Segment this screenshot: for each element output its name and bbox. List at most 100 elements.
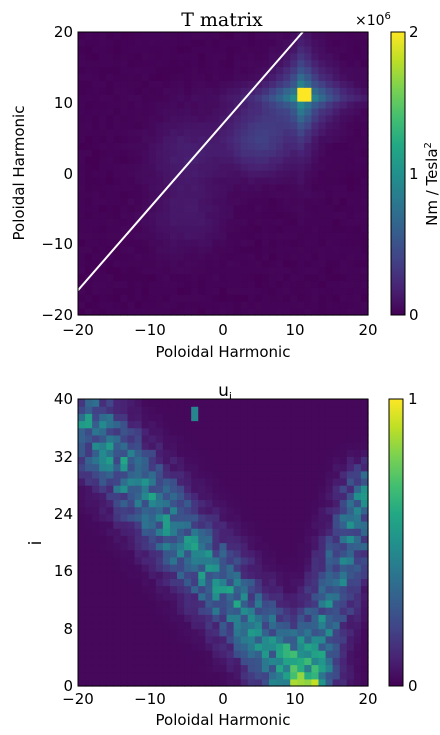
u-i-cell bbox=[169, 571, 178, 579]
t-matrix-cell bbox=[78, 156, 86, 164]
u-i-cell bbox=[148, 499, 157, 508]
t-matrix-cell bbox=[198, 273, 206, 282]
u-i-cell bbox=[226, 671, 235, 680]
t-matrix-cell bbox=[247, 301, 256, 309]
u-i-cell bbox=[311, 571, 320, 579]
u-i-cell bbox=[127, 650, 136, 658]
u-i-cell bbox=[113, 399, 122, 407]
t-matrix-cell bbox=[99, 225, 107, 233]
u-i-ytick-5: 40 bbox=[54, 390, 73, 408]
t-matrix-cell bbox=[311, 142, 320, 150]
t-matrix-cell bbox=[290, 52, 298, 61]
t-matrix-cell bbox=[353, 266, 362, 275]
t-matrix-cell bbox=[106, 204, 114, 213]
t-matrix-heatmap bbox=[78, 32, 369, 316]
t-matrix-cell bbox=[92, 218, 100, 226]
t-matrix-cell bbox=[311, 170, 320, 178]
u-i-cell bbox=[290, 463, 298, 472]
u-i-cell bbox=[205, 571, 213, 579]
t-matrix-cell bbox=[332, 287, 341, 295]
t-matrix-cell bbox=[219, 163, 228, 171]
t-matrix-cell bbox=[353, 45, 362, 54]
u-i-cell bbox=[99, 650, 107, 658]
u-i-cell bbox=[353, 678, 362, 687]
u-i-cell bbox=[276, 506, 284, 515]
u-i-cell bbox=[360, 506, 369, 515]
t-matrix-cell bbox=[219, 114, 228, 123]
u-i-cell bbox=[318, 599, 327, 608]
t-matrix-cell bbox=[106, 38, 114, 47]
u-i-cell bbox=[120, 614, 129, 623]
u-i-cell bbox=[268, 650, 277, 658]
t-matrix-cell bbox=[226, 239, 235, 247]
u-i-cell bbox=[254, 427, 263, 436]
t-matrix-cell bbox=[148, 183, 157, 192]
t-matrix-cell bbox=[106, 183, 114, 192]
t-matrix-cell bbox=[134, 239, 143, 247]
u-i-cell bbox=[191, 599, 199, 608]
t-matrix-cell bbox=[353, 211, 362, 219]
u-i-cell bbox=[353, 406, 362, 414]
t-matrix-cell bbox=[226, 259, 235, 268]
t-matrix-cell bbox=[290, 59, 298, 68]
t-matrix-cell bbox=[134, 245, 143, 254]
u-i-cell bbox=[162, 506, 171, 515]
t-matrix-cell bbox=[346, 211, 355, 219]
u-i-cell bbox=[141, 520, 150, 529]
t-matrix-cell bbox=[106, 218, 114, 226]
u-i-cell bbox=[99, 635, 107, 644]
u-i-cell bbox=[226, 657, 235, 666]
t-matrix-cell bbox=[106, 121, 114, 130]
t-matrix-cell bbox=[198, 190, 206, 199]
u-i-cell bbox=[304, 578, 313, 587]
u-i-cell bbox=[113, 599, 122, 608]
t-matrix-cell bbox=[155, 245, 164, 254]
u-i-cell bbox=[240, 549, 249, 558]
u-i-cell bbox=[325, 556, 334, 565]
u-i-cell bbox=[92, 442, 100, 450]
u-i-cell bbox=[353, 585, 362, 594]
u-i-cell bbox=[148, 506, 157, 515]
t-matrix-cell bbox=[113, 211, 122, 219]
t-matrix-cell bbox=[113, 197, 122, 206]
u-i-cell bbox=[177, 399, 185, 407]
t-matrix-cell bbox=[304, 301, 313, 309]
t-matrix-cell bbox=[247, 183, 256, 192]
u-i-cell bbox=[106, 571, 114, 579]
u-i-cell bbox=[113, 607, 122, 615]
t-matrix-cell bbox=[325, 287, 334, 295]
t-matrix-cell bbox=[169, 142, 178, 150]
t-matrix-cell bbox=[99, 107, 107, 116]
u-i-cell bbox=[353, 621, 362, 630]
u-i-cell bbox=[332, 499, 341, 508]
t-matrix-cell bbox=[106, 239, 114, 247]
u-i-cell bbox=[205, 578, 213, 587]
t-matrix-cell bbox=[325, 273, 334, 282]
u-i-cell bbox=[99, 470, 107, 479]
t-matrix-cell bbox=[276, 128, 284, 137]
u-i-cell bbox=[155, 463, 164, 472]
t-matrix-cell bbox=[346, 87, 355, 95]
u-i-cell bbox=[191, 528, 199, 536]
t-matrix-ylabel: Poloidal Harmonic bbox=[10, 106, 28, 241]
u-i-cell bbox=[311, 485, 320, 493]
u-i-cell bbox=[120, 492, 129, 501]
t-matrix-cell bbox=[261, 163, 270, 171]
t-matrix-cell bbox=[127, 273, 136, 282]
t-matrix-cell bbox=[346, 59, 355, 68]
u-i-cell bbox=[99, 657, 107, 666]
u-i-cell bbox=[155, 542, 164, 551]
t-matrix-cell bbox=[332, 32, 341, 40]
t-matrix-cell bbox=[113, 66, 122, 75]
t-matrix-cell bbox=[169, 156, 178, 164]
t-matrix-cell bbox=[346, 73, 355, 81]
t-matrix-cell bbox=[233, 107, 242, 116]
u-i-cell bbox=[162, 442, 171, 450]
t-matrix-colorbar bbox=[390, 31, 406, 316]
t-matrix-cell bbox=[247, 273, 256, 282]
t-matrix-cell bbox=[212, 252, 221, 261]
u-i-cell bbox=[339, 520, 348, 529]
t-matrix-cell bbox=[141, 204, 150, 213]
u-i-cell bbox=[169, 592, 178, 601]
t-matrix-cell bbox=[283, 301, 291, 309]
